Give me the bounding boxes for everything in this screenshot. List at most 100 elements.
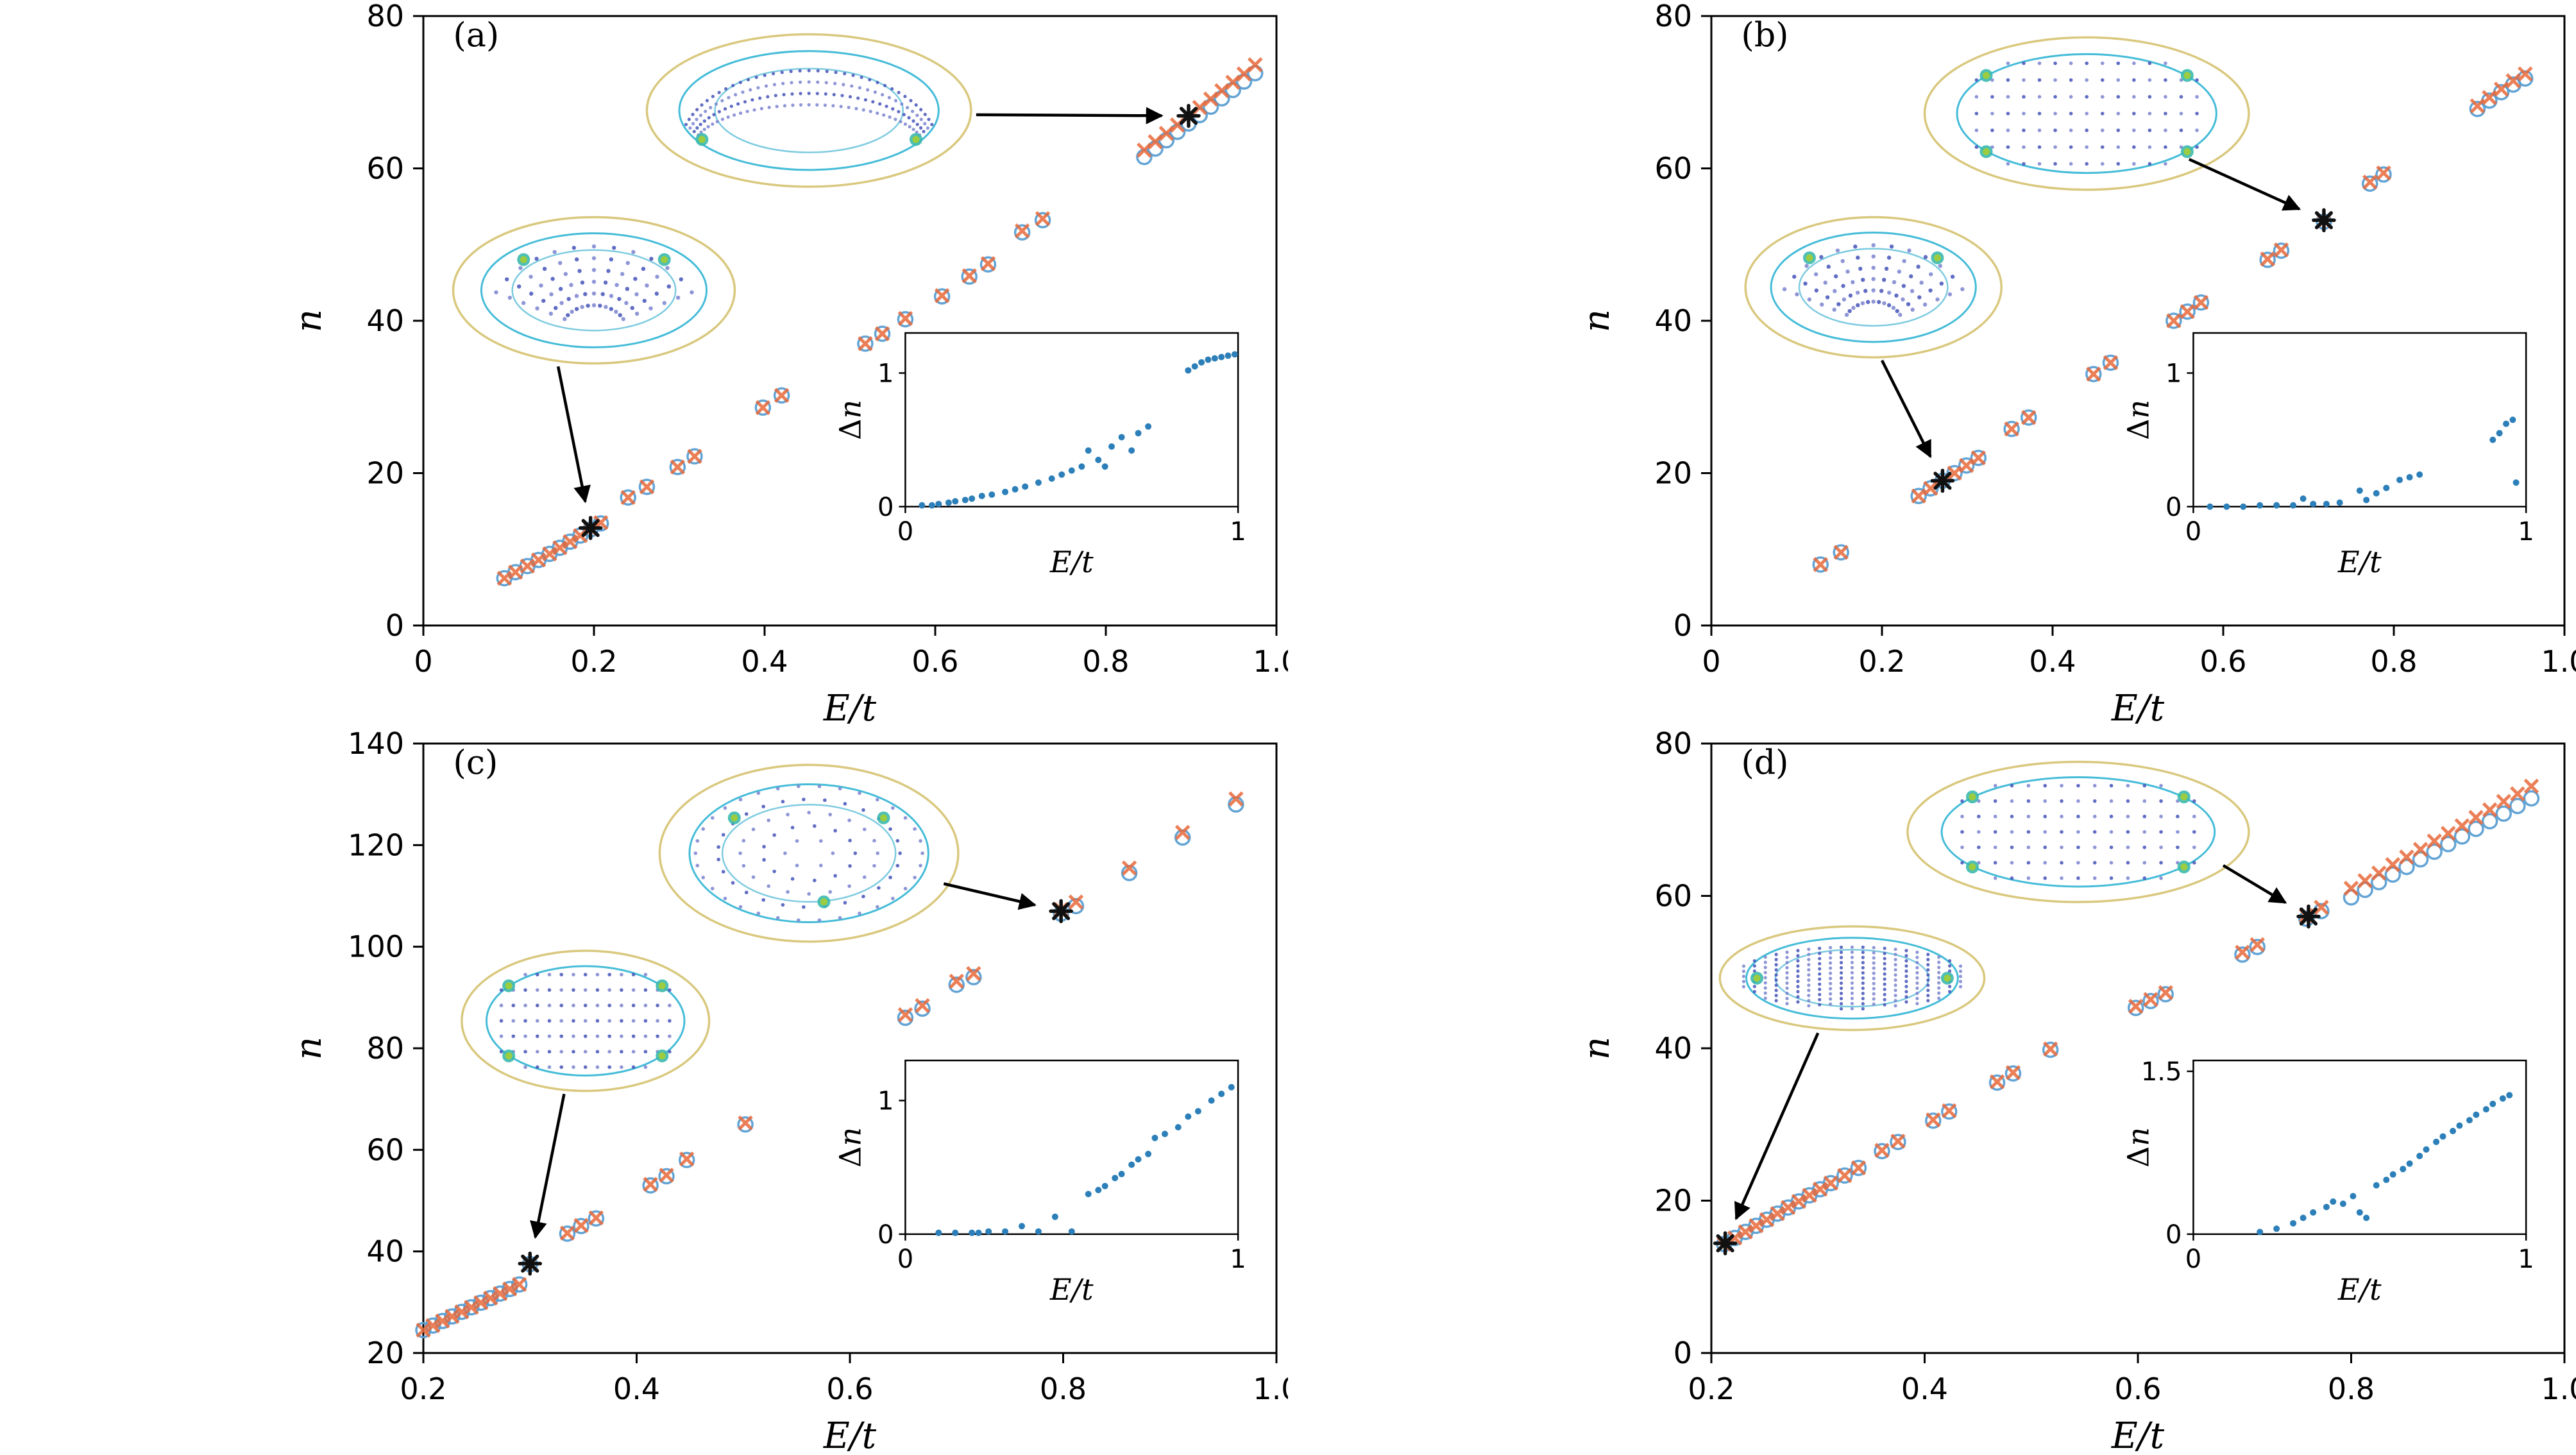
svg-text:40: 40: [366, 303, 404, 338]
svg-text:0.2: 0.2: [400, 1372, 446, 1406]
wavefunction-inset-grid: [461, 949, 711, 1093]
svg-text:80: 80: [366, 0, 404, 33]
wavefunction-inset-grid: [1906, 760, 2250, 903]
inset-series: [2207, 416, 2520, 510]
wavefunction-inset-fan: [452, 216, 736, 365]
svg-text:40: 40: [366, 1234, 404, 1269]
svg-text:1: 1: [2518, 1245, 2534, 1274]
annotation-arrow: [1880, 359, 1932, 459]
svg-text:0.8: 0.8: [1040, 1372, 1087, 1406]
star-marker: [578, 516, 603, 540]
svg-text:0.6: 0.6: [826, 1372, 873, 1406]
panel-b: 0 0.2 0.4 0.6 0.8 1.0 0 20 40 60 80 E/t n (b) 0 1 0 1 E/t Δ…: [1288, 0, 2576, 728]
svg-text:0: 0: [1674, 608, 1692, 643]
wavefunction-inset-stripes: [1718, 925, 1986, 1032]
svg-text:20: 20: [1654, 1184, 1692, 1218]
inset-series: [2257, 1092, 2513, 1236]
panel-c-plot: 0.20.40.60.81.020406080100120140E/tn(c)0…: [288, 728, 1288, 1455]
svg-text:0: 0: [2185, 517, 2201, 547]
star-marker: [1713, 1231, 1738, 1255]
inset-series: [919, 351, 1238, 509]
wavefunction-inset-blob: [658, 763, 960, 943]
axis-ticks: 0 0.2 0.4 0.6 0.8 1.0 0 20 40 60 80: [366, 0, 1288, 679]
svg-text:1: 1: [1230, 1245, 1246, 1274]
panel-d: 0.2 0.4 0.6 0.8 1.0 0 20 40 60 80 E/t n (d) 0 1 0 1.5 E/t…: [1288, 728, 2576, 1455]
svg-text:140: 140: [348, 728, 404, 761]
annotation-arrow: [2222, 864, 2287, 904]
y-axis-label: n: [1576, 309, 1618, 332]
axis-ticks: 0.20.40.60.81.020406080100120140: [348, 728, 1288, 1406]
svg-text:0.4: 0.4: [613, 1372, 660, 1406]
annotation-arrow: [2188, 158, 2301, 211]
panel-c: 0.20.40.60.81.020406080100120140E/tn(c)0…: [0, 728, 1288, 1455]
inset-plot: 0 1 0 1 E/t Δn: [833, 332, 1246, 579]
svg-text:0.2: 0.2: [1688, 1372, 1734, 1406]
panel-label: (d): [1741, 744, 1789, 783]
annotation-arrow: [530, 1093, 566, 1239]
svg-text:0.4: 0.4: [741, 644, 788, 679]
wavefunction-inset-fan: [1744, 216, 2003, 359]
y-axis-label: n: [1576, 1037, 1618, 1060]
star-marker: [1176, 103, 1201, 128]
wavefunction-inset-arch: [645, 33, 972, 188]
svg-text:20: 20: [1654, 456, 1692, 491]
svg-text:0: 0: [877, 493, 894, 522]
svg-text:0: 0: [2185, 1245, 2201, 1274]
inset-plot: 0 1 0 1 E/t Δn: [2121, 332, 2534, 579]
svg-text:0: 0: [2165, 1220, 2182, 1250]
svg-text:40: 40: [1654, 303, 1692, 338]
y-axis-label: n: [288, 309, 330, 332]
series-crosses: [416, 791, 1244, 1338]
x-axis-label: E/t: [2111, 688, 2165, 728]
panel-label: (c): [453, 744, 498, 783]
svg-text:80: 80: [366, 1031, 404, 1066]
svg-text:1.0: 1.0: [1253, 644, 1288, 679]
svg-text:80: 80: [1654, 728, 1692, 761]
svg-text:40: 40: [1654, 1031, 1692, 1066]
star-marker: [2312, 208, 2336, 232]
inset-plot: 0 1 0 1.5 E/t Δn: [2121, 1057, 2534, 1307]
inset-plot: 0 1 0 1 E/t Δn: [833, 1059, 1246, 1307]
svg-text:1: 1: [877, 1086, 894, 1116]
inset-series: [935, 1084, 1235, 1236]
star-marker: [1930, 468, 1955, 493]
inset-y-label: Δn: [833, 400, 867, 440]
svg-text:1: 1: [877, 359, 894, 388]
star-marker: [518, 1251, 542, 1276]
svg-text:100: 100: [348, 930, 404, 964]
svg-text:0.8: 0.8: [2370, 644, 2417, 679]
svg-text:1: 1: [1230, 517, 1246, 547]
svg-text:1.0: 1.0: [2541, 1372, 2576, 1406]
axis-ticks: 0.2 0.4 0.6 0.8 1.0 0 20 40 60 80: [1654, 728, 2576, 1406]
panel-a-plot: 0 0.2 0.4 0.6 0.8 1.0 0 20 40 60 80 E/t n (a) 0 1 0 1 E/t Δ…: [288, 0, 1288, 728]
annotation-arrow: [1734, 1032, 1820, 1221]
svg-text:20: 20: [366, 456, 404, 491]
svg-text:1: 1: [2165, 359, 2182, 388]
annotation-arrow: [556, 366, 591, 504]
svg-text:60: 60: [366, 151, 404, 186]
svg-text:60: 60: [366, 1132, 404, 1167]
svg-text:0.8: 0.8: [1082, 644, 1129, 679]
svg-text:1: 1: [2518, 517, 2534, 547]
svg-text:120: 120: [348, 828, 404, 862]
inset-x-label: E/t: [2337, 545, 2382, 579]
series-circles: [1716, 790, 2540, 1252]
inset-x-label: E/t: [1049, 545, 1094, 579]
svg-text:0.8: 0.8: [2328, 1372, 2375, 1406]
svg-text:0: 0: [1702, 644, 1720, 679]
star-marker: [2296, 904, 2321, 929]
inset-y-label: Δn: [2121, 1127, 2155, 1168]
svg-text:60: 60: [1654, 879, 1692, 914]
x-axis-label: E/t: [2111, 1415, 2165, 1455]
svg-text:0.6: 0.6: [911, 644, 958, 679]
star-marker: [1049, 899, 1073, 923]
y-axis-label: n: [288, 1037, 330, 1060]
svg-text:0: 0: [1674, 1336, 1692, 1370]
svg-text:0: 0: [877, 1220, 894, 1250]
inset-y-label: Δn: [833, 1127, 867, 1168]
x-axis-label: E/t: [823, 1415, 877, 1455]
svg-text:60: 60: [1654, 151, 1692, 186]
inset-x-label: E/t: [2337, 1272, 2382, 1307]
svg-text:20: 20: [366, 1336, 404, 1370]
